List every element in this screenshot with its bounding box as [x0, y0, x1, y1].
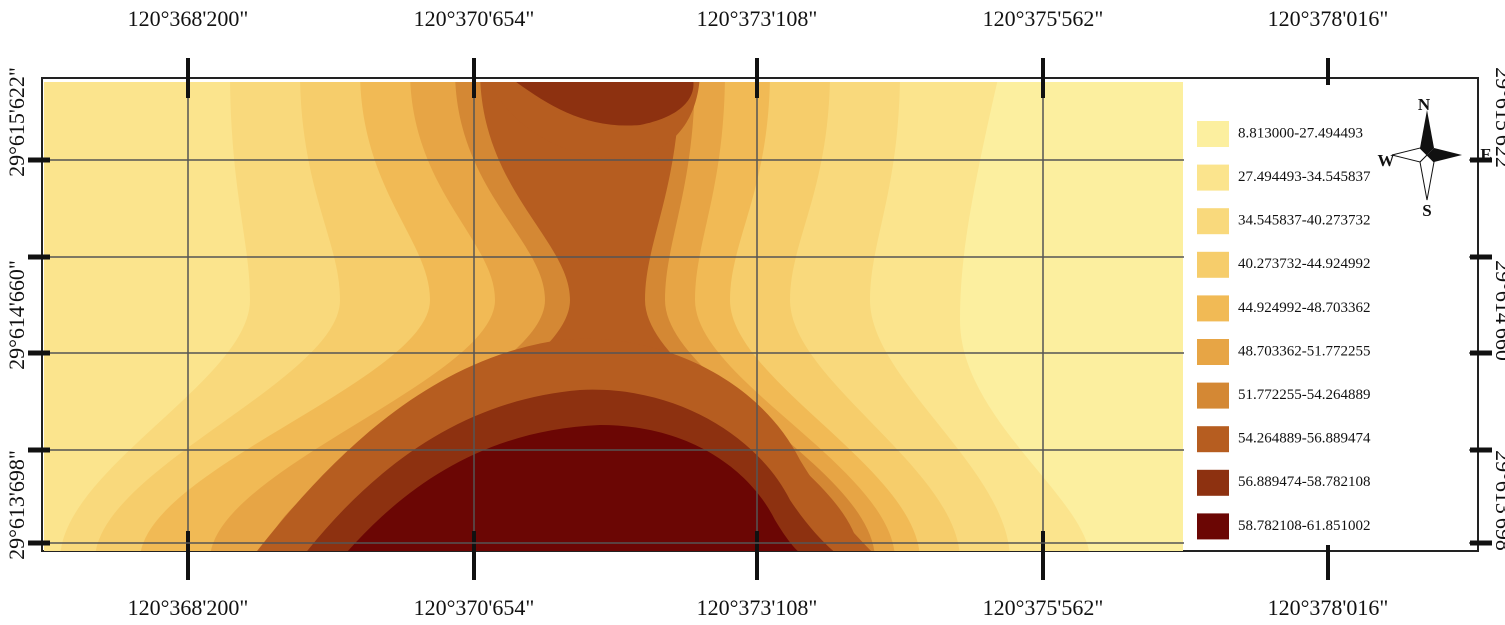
longitude-label: 120°378'016"	[1268, 6, 1389, 31]
latitude-label: 29°614'660"	[1491, 260, 1505, 370]
latitude-label: 29°615'622"	[4, 67, 29, 177]
compass-west: W	[1378, 151, 1395, 170]
legend-label: 27.494493-34.545837	[1238, 169, 1371, 185]
compass-east: E	[1480, 145, 1491, 164]
legend-label: 54.264889-56.889474	[1238, 431, 1371, 447]
latitude-label: 29°615'622"	[1491, 67, 1505, 177]
legend-label: 40.273732-44.924992	[1238, 256, 1371, 272]
longitude-label: 120°368'200"	[128, 6, 249, 31]
legend-swatch	[1197, 164, 1229, 191]
legend-swatch	[1197, 339, 1229, 365]
legend-swatch	[1197, 251, 1229, 278]
longitude-label: 120°373'108"	[697, 6, 818, 31]
longitude-label: 120°375'562"	[983, 595, 1104, 620]
longitude-label: 120°370'654"	[414, 6, 535, 31]
legend-label: 58.782108-61.851002	[1238, 518, 1371, 534]
legend-swatch	[1197, 469, 1229, 496]
compass-south: S	[1422, 201, 1431, 220]
longitude-label: 120°378'016"	[1268, 595, 1389, 620]
legend-swatch	[1197, 295, 1229, 322]
latitude-label: 29°613'698"	[4, 450, 29, 560]
legend-label: 8.813000-27.494493	[1238, 125, 1363, 141]
latitude-label: 29°613'698"	[1491, 450, 1505, 560]
legend-label: 44.924992-48.703362	[1238, 300, 1371, 316]
legend-label: 51.772255-54.264889	[1238, 387, 1371, 403]
legend-swatch	[1197, 426, 1229, 453]
legend-label: 56.889474-58.782108	[1238, 474, 1371, 490]
graticule: 120°368'200" 120°368'200" 120°370'654" 120°…	[4, 6, 1505, 620]
longitude-label: 120°375'562"	[983, 6, 1104, 31]
raster-zone	[516, 82, 694, 126]
legend-swatch	[1197, 382, 1229, 409]
longitude-label: 120°373'108"	[697, 595, 818, 620]
longitude-label: 120°370'654"	[414, 595, 535, 620]
legend-label: 48.703362-51.772255	[1238, 343, 1371, 359]
legend-label: 34.545837-40.273732	[1238, 213, 1371, 229]
longitude-label: 120°368'200"	[128, 595, 249, 620]
legend-swatch	[1197, 208, 1229, 235]
legend-swatch	[1197, 513, 1229, 540]
raster-zone	[960, 82, 1183, 551]
legend-swatch	[1197, 121, 1229, 147]
raster	[44, 82, 1183, 551]
compass-north: N	[1418, 95, 1431, 114]
latitude-label: 29°614'660"	[4, 260, 29, 370]
raster-zone	[347, 425, 798, 551]
compass: N S W E	[1378, 95, 1492, 220]
